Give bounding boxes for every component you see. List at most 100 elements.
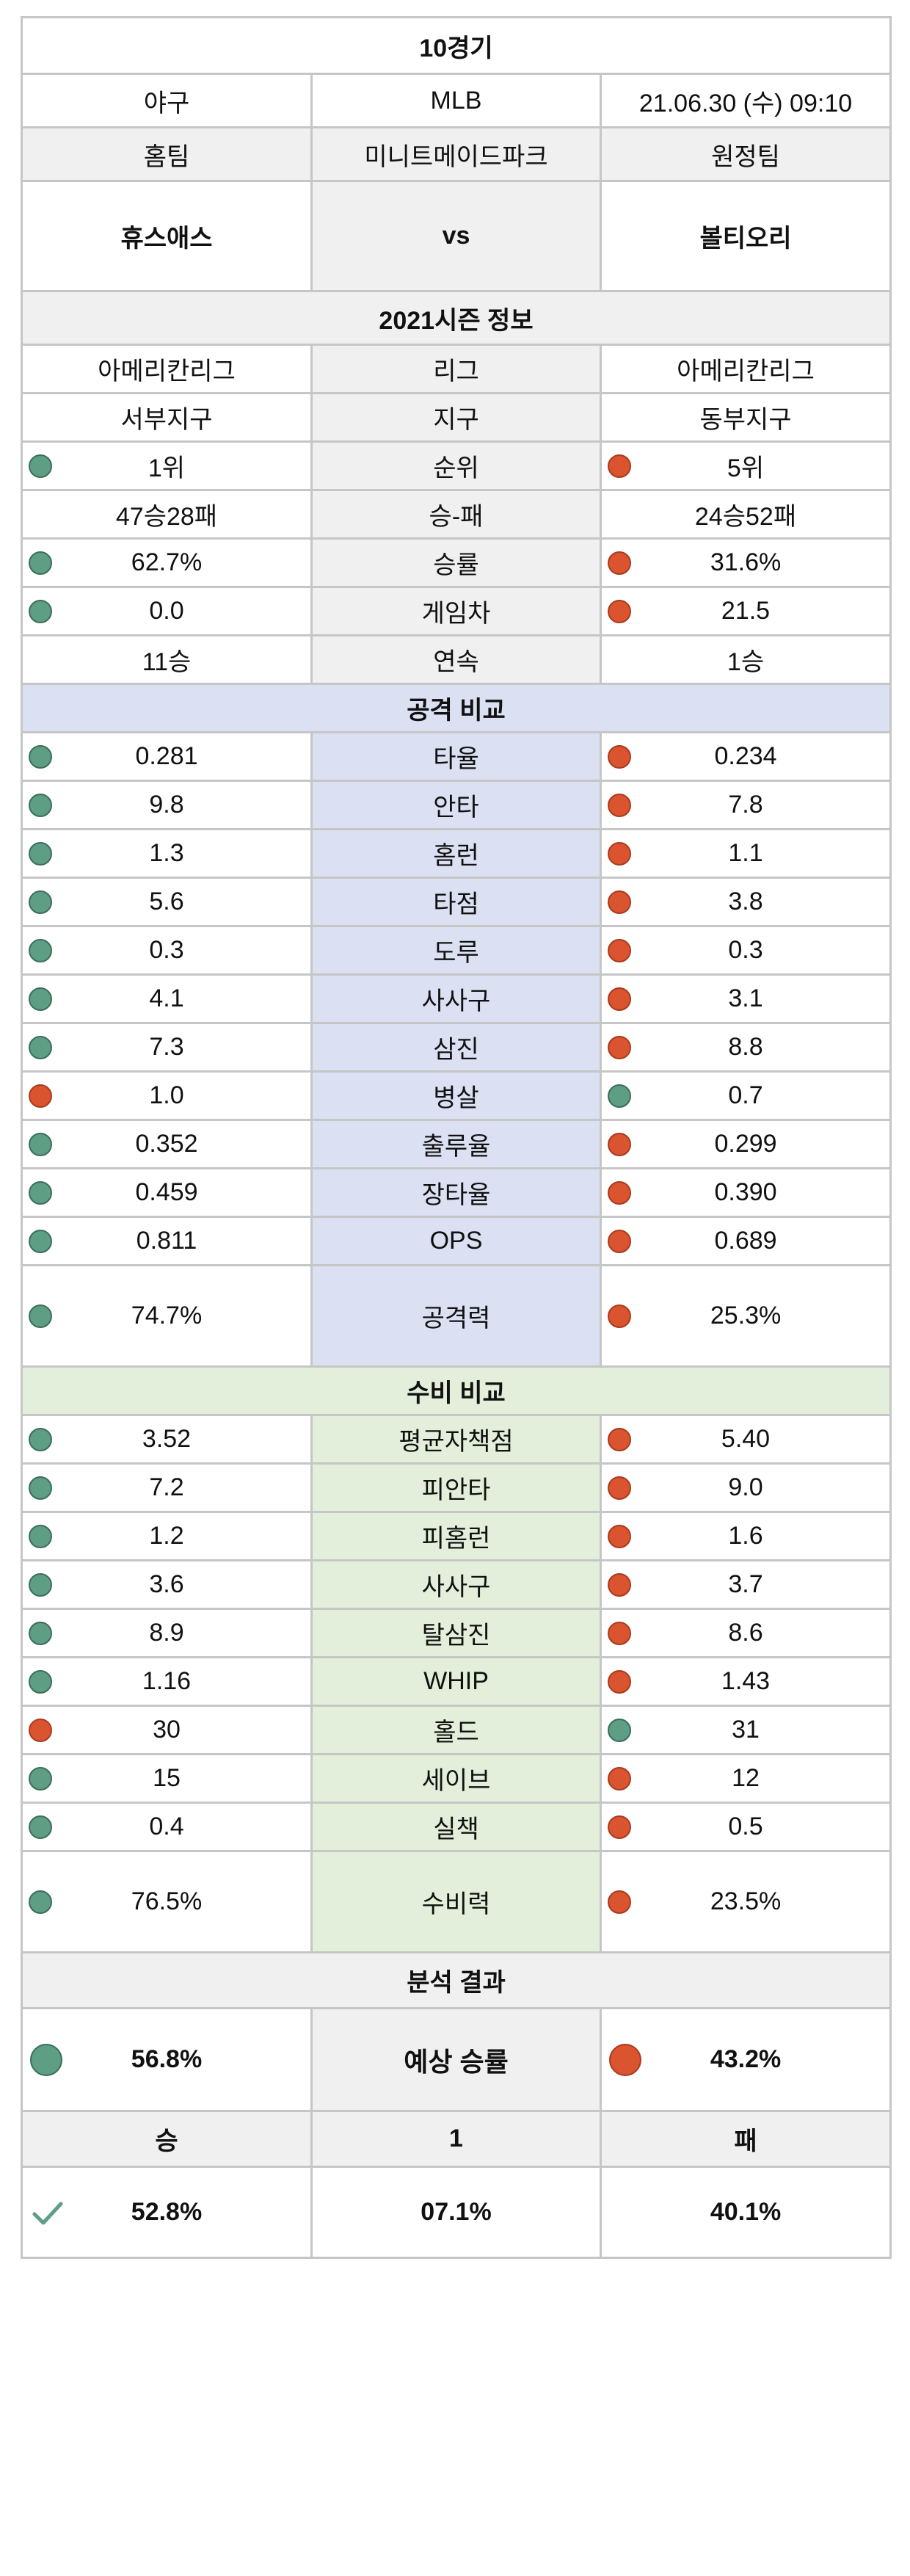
defense-stat-row: 0.4 실책 0.5	[21, 1802, 892, 1852]
offense-stat-home-value: 0.459	[21, 1167, 313, 1218]
defense-stat-home-value: 3.6	[21, 1559, 313, 1610]
defense-stat-away-value: 12	[599, 1753, 892, 1804]
offense-stat-away-value-text: 1.1	[728, 839, 763, 867]
defense-stat-home-value: 1.2	[21, 1511, 313, 1561]
stadium-cell: 미니트메이드파크	[310, 126, 602, 182]
team-label-row: 홈팀 미니트메이드파크 원정팀	[21, 126, 892, 182]
defense-total-away-value-text: 23.5%	[710, 1887, 782, 1915]
offense-stat-label: 삼진	[310, 1022, 602, 1073]
offense-stat-away-value: 0.299	[599, 1119, 892, 1169]
lose-pct-text: 40.1%	[710, 2198, 782, 2226]
offense-stat-home-value: 9.8	[21, 780, 313, 830]
season-stat-home-value: 11승	[21, 634, 313, 685]
offense-stat-away-value: 3.1	[599, 973, 892, 1024]
offense-stat-home-value-text: 1.0	[149, 1081, 184, 1109]
offense-stat-row: 0.459 장타율 0.390	[21, 1167, 892, 1218]
defense-stat-row: 1.2 피홈런 1.6	[21, 1511, 892, 1561]
defense-stat-home-value: 30	[21, 1705, 313, 1755]
away-win-rate: 43.2%	[599, 2007, 892, 2112]
season-stat-label: 지구	[310, 392, 602, 443]
defense-stat-away-value: 3.7	[599, 1559, 892, 1610]
defense-stat-away-indicator-icon	[608, 1669, 631, 1694]
offense-stat-label: 홈런	[310, 828, 602, 879]
offense-stat-away-value: 0.7	[599, 1070, 892, 1121]
result-pct-row: 52.8% 07.1% 40.1%	[21, 2166, 892, 2259]
season-stat-home-value-text: 0.0	[149, 597, 184, 625]
defense-stat-away-value-text: 31	[732, 1716, 760, 1744]
away-team-name: 볼티오리	[599, 180, 892, 292]
offense-stat-home-value: 7.3	[21, 1022, 313, 1073]
season-stat-away-value-text: 31.6%	[710, 548, 782, 576]
league-cell: MLB	[310, 73, 602, 128]
home-win-rate: 56.8%	[21, 2007, 313, 2112]
offense-stat-away-value: 8.8	[599, 1022, 892, 1073]
defense-stat-label: 홀드	[310, 1705, 602, 1755]
season-section-title: 2021시즌 정보	[20, 290, 892, 346]
defense-stat-home-value-text: 3.52	[142, 1425, 192, 1453]
offense-stat-away-value: 0.234	[599, 731, 892, 782]
season-stat-label-text: 승-패	[429, 503, 484, 531]
season-stat-away-value-text: 1승	[727, 648, 765, 676]
defense-stat-away-value: 1.43	[599, 1656, 892, 1707]
season-stat-row: 아메리칸리그 리그 아메리칸리그	[21, 344, 892, 394]
defense-stat-home-indicator-icon	[29, 1815, 52, 1839]
offense-stat-home-value-text: 0.281	[135, 742, 198, 770]
defense-total-row: 76.5% 수비력 23.5%	[21, 1850, 892, 1953]
defense-total-label: 수비력	[310, 1850, 602, 1953]
defense-total-away-indicator-icon	[608, 1890, 631, 1914]
season-stat-home-indicator-icon	[29, 551, 52, 575]
season-stat-away-indicator-icon	[608, 599, 631, 623]
offense-stat-away-value-text: 0.7	[728, 1081, 763, 1109]
home-team-name: 휴스애스	[21, 180, 313, 292]
offense-stat-home-value-text: 7.3	[149, 1033, 184, 1061]
defense-stat-away-indicator-icon	[608, 1815, 631, 1839]
offense-stat-home-value-text: 0.459	[135, 1178, 198, 1206]
lose-label-text: 패	[734, 2127, 757, 2155]
defense-stat-home-indicator-icon	[29, 1766, 52, 1790]
season-stat-away-value-text: 21.5	[721, 597, 771, 625]
defense-stat-home-value: 15	[21, 1753, 313, 1804]
defense-stat-away-value: 5.40	[599, 1414, 892, 1465]
defense-stat-row: 8.9 탈삼진 8.6	[21, 1608, 892, 1658]
offense-stat-row: 0.3 도루 0.3	[21, 925, 892, 976]
offense-stat-label-text: 장타율	[421, 1181, 491, 1209]
offense-stat-away-indicator-icon	[608, 1229, 631, 1253]
season-stat-label: 게임차	[310, 586, 602, 636]
defense-stat-away-value-text: 1.43	[721, 1667, 771, 1695]
defense-stat-away-value-text: 9.0	[728, 1473, 763, 1501]
offense-stat-label-text: 삼진	[433, 1036, 479, 1064]
offense-stat-away-value-text: 0.234	[714, 742, 777, 770]
win-label: 승	[21, 2110, 313, 2168]
draw-label: 1	[310, 2110, 602, 2168]
offense-stat-home-value: 0.281	[21, 731, 313, 782]
home-win-rate-indicator-icon	[30, 2043, 62, 2076]
offense-stat-home-value-text: 4.1	[149, 984, 184, 1012]
season-stat-away-value-text: 동부지구	[699, 406, 792, 434]
vs-label: vs	[310, 180, 602, 292]
season-stat-away-indicator-icon	[608, 454, 631, 478]
offense-stat-row: 0.811 OPS 0.689	[21, 1216, 892, 1266]
defense-stat-away-indicator-icon	[608, 1427, 631, 1451]
defense-stat-home-value: 8.9	[21, 1608, 313, 1658]
defense-stat-label-text: 평균자책점	[398, 1428, 514, 1456]
offense-stat-away-indicator-icon	[608, 938, 631, 962]
offense-stat-home-indicator-icon	[29, 987, 52, 1011]
defense-stat-home-value-text: 8.9	[149, 1619, 184, 1647]
offense-stat-home-indicator-icon	[29, 1035, 52, 1059]
defense-stat-away-value-text: 5.40	[721, 1425, 771, 1453]
defense-stat-home-value-text: 1.16	[142, 1667, 192, 1695]
season-stat-label: 승-패	[310, 489, 602, 540]
offense-stat-away-value: 7.8	[599, 780, 892, 830]
offense-stat-home-indicator-icon	[29, 841, 52, 866]
defense-stat-away-indicator-icon	[608, 1524, 631, 1548]
offense-stat-label: 사사구	[310, 973, 602, 1024]
season-stat-away-indicator-icon	[608, 551, 631, 575]
analysis-section-title: 분석 결과	[20, 1951, 892, 2009]
offense-total-row: 74.7% 공격력 25.3%	[21, 1264, 892, 1368]
offense-stat-away-indicator-icon	[608, 1035, 631, 1059]
defense-stat-home-indicator-icon	[29, 1572, 52, 1597]
offense-stat-away-value: 0.390	[599, 1167, 892, 1218]
lose-pct: 40.1%	[599, 2166, 892, 2259]
offense-stat-home-value-text: 9.8	[149, 791, 184, 819]
defense-stat-away-indicator-icon	[608, 1572, 631, 1597]
